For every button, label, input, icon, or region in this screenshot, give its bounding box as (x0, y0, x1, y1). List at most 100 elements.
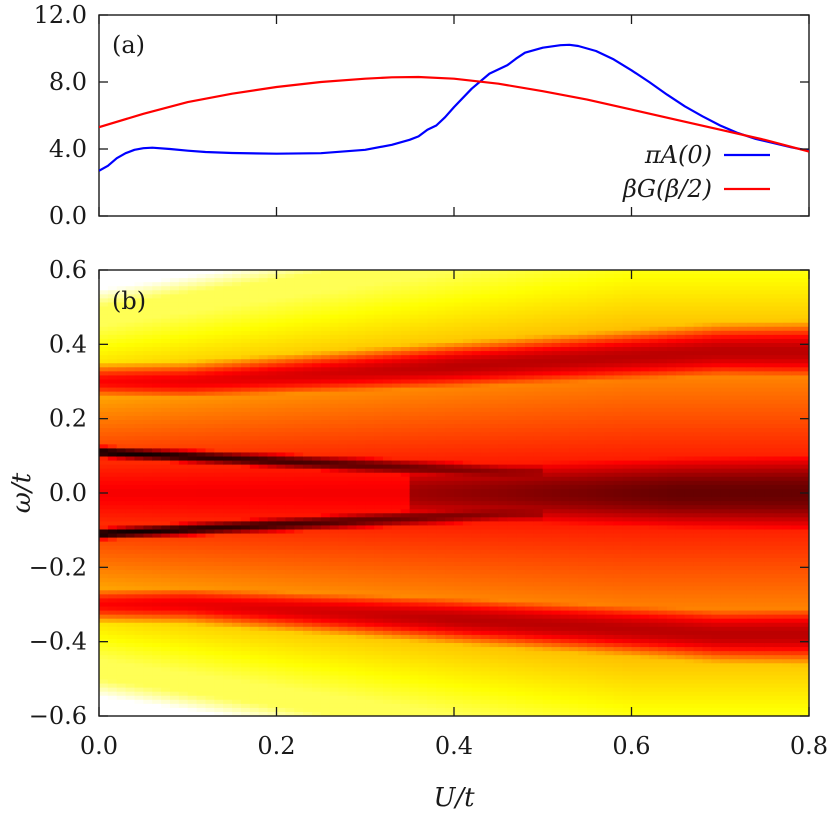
heatmap-cell (187, 363, 198, 368)
heatmap-cell (445, 699, 455, 705)
heatmap-cell (161, 456, 171, 462)
heatmap-cell (329, 618, 340, 624)
heatmap-cell (480, 484, 491, 490)
heatmap-cell (249, 472, 260, 478)
heatmap-cell (489, 497, 499, 502)
heatmap-cell (170, 391, 180, 397)
heatmap-cell (276, 330, 286, 336)
heatmap-cell (125, 663, 136, 668)
heatmap-cell (383, 695, 393, 701)
heatmap-cell (125, 703, 136, 709)
heatmap-cell (365, 545, 375, 551)
heatmap-cell (214, 549, 224, 555)
heatmap-cell (107, 521, 118, 527)
heatmap-cell (276, 586, 286, 591)
heatmap-cell (196, 391, 207, 397)
heatmap-cell (267, 387, 278, 393)
heatmap-cell (258, 618, 269, 624)
heatmap-cell (196, 270, 207, 275)
heatmap-cell (338, 468, 349, 474)
heatmap-cell (303, 626, 313, 632)
heatmap-cell (161, 367, 171, 372)
heatmap-cell (258, 464, 269, 470)
heatmap-cell (303, 338, 313, 344)
heatmap-cell (409, 497, 420, 502)
heatmap-cell (383, 663, 393, 668)
heatmap-cell (454, 282, 464, 287)
heatmap-cell (303, 432, 313, 437)
heatmap-cell (285, 367, 295, 372)
heatmap-cell (480, 634, 491, 640)
heatmap-cell (418, 497, 428, 502)
heatmap-cell (187, 468, 198, 474)
heatmap-cell (205, 314, 215, 320)
heatmap-cell (383, 679, 393, 685)
heatmap-cell (471, 634, 482, 640)
heatmap-cell (320, 561, 331, 567)
heatmap-cell (400, 671, 411, 677)
heatmap-cell (205, 334, 215, 340)
heatmap-cell (383, 278, 393, 283)
heatmap-cell (409, 525, 420, 531)
heatmap-cell (462, 626, 473, 632)
heatmap-cell (276, 655, 286, 660)
heatmap-cell (134, 610, 144, 616)
heatmap-cell (116, 326, 127, 332)
heatmap-cell (427, 622, 437, 628)
legend: πA(0) βG(β/2) (622, 141, 770, 203)
heatmap-cell (454, 444, 464, 449)
heatmap-cell (267, 468, 278, 474)
heatmap-cell (294, 436, 304, 441)
heatmap-cell (249, 306, 260, 312)
heatmap-cell (152, 638, 162, 644)
heatmap-cell (285, 371, 295, 377)
heatmap-cell (170, 578, 180, 583)
heatmap-cell (356, 582, 366, 587)
heatmap-cell (143, 367, 153, 372)
heatmap-cell (436, 464, 446, 470)
heatmap-cell (303, 549, 313, 555)
heatmap-cell (143, 456, 153, 462)
heatmap-cell (99, 545, 109, 551)
heatmap-cell (320, 294, 331, 299)
heatmap-cell (303, 270, 313, 275)
heatmap-cell (125, 675, 136, 681)
heatmap-cell (338, 651, 349, 656)
heatmap-cell (365, 630, 375, 636)
heatmap-cell (329, 302, 340, 308)
heatmap-cell (187, 707, 198, 713)
heatmap-cell (241, 711, 251, 716)
heatmap-cell (454, 399, 464, 405)
heatmap-cell (418, 480, 428, 486)
heatmap-cell (471, 602, 482, 608)
heatmap-cell (480, 415, 491, 421)
heatmap-cell (391, 444, 402, 449)
heatmap-cell (471, 424, 482, 429)
heatmap-cell (187, 582, 198, 587)
heatmap-cell (125, 440, 136, 445)
heatmap-cell (187, 675, 198, 681)
heatmap-cell (107, 403, 118, 409)
heatmap-cell (374, 663, 384, 668)
heatmap-cell (276, 610, 286, 616)
heatmap-cell (400, 606, 411, 612)
heatmap-cell (170, 659, 180, 664)
heatmap-cell (214, 622, 224, 628)
heatmap-cell (374, 314, 384, 320)
heatmap-cell (320, 529, 331, 535)
heatmap-cell (267, 330, 278, 336)
heatmap-cell (391, 411, 402, 417)
heatmap-cell (205, 707, 215, 713)
heatmap-cell (99, 387, 109, 393)
heatmap-cell (365, 371, 375, 377)
heatmap-cell (329, 671, 340, 677)
heatmap-cell (152, 545, 162, 551)
heatmap-cell (374, 561, 384, 567)
heatmap-cell (116, 545, 127, 551)
heatmap-cell (267, 509, 278, 514)
heatmap-cell (303, 590, 313, 595)
heatmap-cell (107, 497, 118, 502)
heatmap-cell (418, 647, 428, 652)
heatmap-cell (107, 549, 118, 555)
heatmap-cell (312, 338, 322, 344)
